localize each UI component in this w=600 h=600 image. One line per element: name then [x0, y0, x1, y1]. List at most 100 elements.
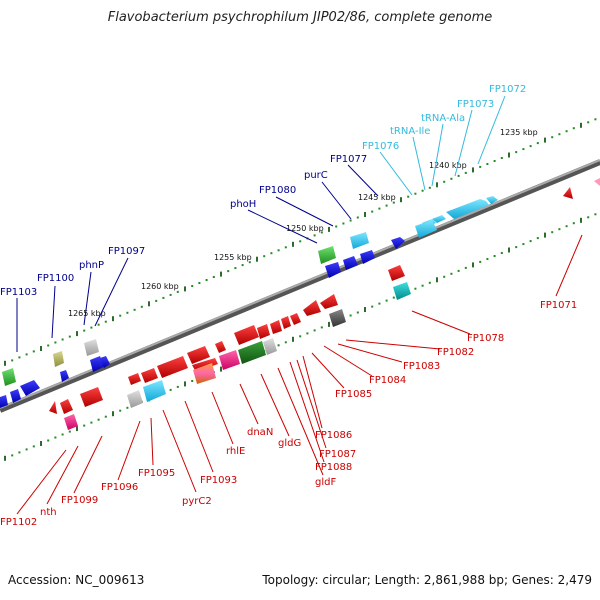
gene-FP1078[interactable]	[388, 265, 405, 281]
gene-label-FP1076[interactable]: FP1076	[362, 141, 399, 152]
gene-label-trna-ala[interactable]: tRNA-Ala	[421, 113, 465, 124]
scale-tick	[299, 240, 302, 243]
gene-FP1076[interactable]	[415, 220, 437, 238]
gene-FP1095[interactable]	[157, 356, 188, 378]
scale-tick	[529, 145, 532, 148]
scale-tick	[83, 424, 86, 427]
gene-label-gldF[interactable]: gldF	[315, 477, 336, 488]
gene-FP1103c[interactable]	[10, 389, 21, 403]
scale-tick	[349, 314, 352, 317]
gene-phnP[interactable]	[90, 356, 104, 372]
scale-tick	[450, 177, 453, 180]
gene-label-FP1099[interactable]: FP1099	[61, 495, 98, 506]
gene-trna-ala[interactable]	[432, 215, 446, 223]
gene-FP1071[interactable]	[563, 187, 573, 199]
gene-phnP-b[interactable]	[100, 356, 110, 368]
gene-label-FP1103[interactable]: FP1103	[0, 287, 37, 298]
scale-tick	[587, 216, 590, 219]
scale-label: 1245 kbp	[358, 193, 396, 202]
scale-tick	[292, 336, 294, 342]
gene-label-FP1100[interactable]: FP1100	[37, 273, 74, 284]
gene-FP1087[interactable]	[270, 320, 282, 334]
gene-label-FP1082[interactable]: FP1082	[437, 347, 474, 358]
scale-tick	[212, 276, 215, 278]
gene-FP1100[interactable]	[53, 351, 64, 367]
scale-tick	[198, 282, 201, 284]
gene-FP1072[interactable]	[446, 199, 489, 219]
gene-FP1082[interactable]	[329, 309, 346, 327]
gene-FP1095c[interactable]	[143, 380, 166, 402]
gene-FP1097[interactable]	[84, 339, 99, 356]
gene-FP1088[interactable]	[257, 324, 270, 339]
gene-gldF[interactable]	[234, 325, 259, 345]
gene-gldG[interactable]	[263, 338, 277, 355]
gene-phoH-b[interactable]	[343, 256, 358, 270]
scale-label: 1265 kbp	[68, 309, 106, 318]
gene-label-gldG[interactable]: gldG	[278, 438, 301, 449]
gene-label-rhlE[interactable]: rhlE	[226, 446, 245, 457]
gene-label-purC[interactable]: purC	[304, 170, 328, 181]
gene-label-FP1085[interactable]: FP1085	[335, 389, 372, 400]
gene-label-phnP[interactable]: phnP	[79, 260, 104, 271]
gene-FP1083[interactable]	[320, 294, 338, 309]
gene-FP1102[interactable]	[49, 401, 57, 414]
scale-tick	[479, 165, 482, 168]
gene-FP1086[interactable]	[281, 316, 291, 329]
gene-label-FP1073[interactable]: FP1073	[457, 99, 494, 110]
gene-phoH-a[interactable]	[360, 250, 375, 264]
scale-tick	[220, 366, 222, 372]
gene-label-FP1080[interactable]: FP1080	[259, 185, 296, 196]
gene-label-FP1086[interactable]: FP1086	[315, 430, 352, 441]
gene-label-FP1084[interactable]: FP1084	[369, 375, 406, 386]
gene-purC[interactable]	[350, 232, 369, 249]
gene-FP1103[interactable]	[2, 368, 16, 386]
gene-label-FP1078[interactable]: FP1078	[467, 333, 504, 344]
gene-dnaN[interactable]	[238, 341, 266, 364]
gene-FP1080[interactable]	[318, 246, 336, 264]
gene-label-FP1102[interactable]: FP1102	[0, 517, 37, 528]
gene-FP1103b[interactable]	[20, 380, 40, 396]
gene-label-FP1072[interactable]: FP1072	[489, 84, 526, 95]
gene-label-FP1088[interactable]: FP1088	[315, 462, 352, 473]
scale-tick	[580, 122, 582, 128]
gene-label-nth[interactable]: nth	[40, 507, 57, 518]
gene-rhlE[interactable]	[219, 350, 240, 370]
gene-FP1095b[interactable]	[141, 368, 158, 383]
gene-label-FP1095[interactable]: FP1095	[138, 468, 175, 479]
gene-label-phoH[interactable]: phoH	[230, 199, 256, 210]
gene-FP1099[interactable]	[80, 387, 103, 407]
gene-FP1076b[interactable]	[486, 196, 498, 204]
scale-tick	[54, 436, 57, 439]
gene-FP1100b[interactable]	[60, 370, 69, 382]
gene-label-FP1083[interactable]: FP1083	[403, 361, 440, 372]
gene-phoH-c[interactable]	[325, 262, 341, 278]
gene-FP1093b[interactable]	[187, 346, 210, 364]
gene-label-FP1077[interactable]: FP1077	[330, 154, 367, 165]
gene-FP1096b[interactable]	[128, 373, 141, 385]
gene-FP1071b[interactable]	[594, 178, 600, 186]
gene-FP1085[interactable]	[290, 313, 301, 325]
scale-tick	[47, 439, 50, 442]
scale-tick	[356, 216, 359, 219]
gene-label-dnaN[interactable]: dnaN	[247, 427, 273, 438]
gene-FP1103d[interactable]	[0, 395, 8, 408]
gene-label-FP1087[interactable]: FP1087	[319, 449, 356, 460]
gene-FP1093c[interactable]	[215, 341, 226, 353]
scale-tick	[205, 279, 208, 281]
gene-FP1078b[interactable]	[393, 282, 411, 300]
gene-FP1096[interactable]	[127, 390, 143, 408]
scale-tick	[97, 418, 100, 421]
gene-FP1077[interactable]	[391, 237, 405, 249]
gene-label-FP1096[interactable]: FP1096	[101, 482, 138, 493]
gene-pyrC2[interactable]	[193, 363, 216, 384]
gene-FP1084[interactable]	[303, 300, 321, 316]
scale-tick	[515, 246, 518, 249]
gene-label-FP1097[interactable]: FP1097	[108, 246, 145, 257]
gene-label-FP1093[interactable]: FP1093	[200, 475, 237, 486]
gene-label-trna-ile[interactable]: tRNA-Ile	[390, 126, 430, 137]
gene-label-pyrC2[interactable]: pyrC2	[182, 496, 212, 507]
gene-label-FP1071[interactable]: FP1071	[540, 300, 577, 311]
gene-nth[interactable]	[64, 414, 78, 430]
gene-FP1099b[interactable]	[60, 399, 73, 414]
